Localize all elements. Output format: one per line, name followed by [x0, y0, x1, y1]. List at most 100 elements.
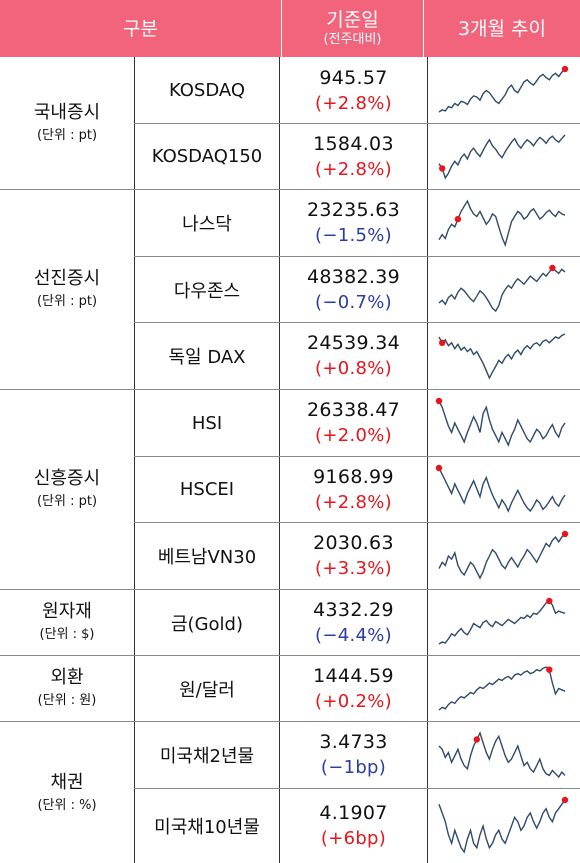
item-name-cell: KOSDAQ150 — [135, 124, 279, 189]
trend-peak-marker — [435, 464, 443, 472]
weekly-change: (−0.7%) — [315, 291, 392, 313]
header-base-date: 기준일 (전주대비) — [282, 0, 423, 57]
column-divider — [134, 57, 135, 863]
header-base-date-label: 기준일 — [326, 9, 379, 31]
item-name-cell: 원/달러 — [135, 656, 279, 721]
group-divider — [0, 189, 580, 190]
value-cell: 1444.59 (+0.2%) — [280, 656, 427, 721]
weekly-change: (+0.8%) — [315, 358, 392, 379]
base-value: 24539.34 — [306, 332, 401, 354]
value-cell: 48382.39 (−0.7%) — [280, 257, 427, 322]
row-divider — [134, 788, 580, 789]
base-value: 1444.59 — [313, 664, 394, 687]
value-cell: 4332.29 (−4.4%) — [280, 590, 427, 655]
value-cell: 23235.63 (−1.5%) — [280, 190, 427, 256]
group-unit: (단위 : pt) — [36, 294, 98, 309]
group-name: 채권 — [50, 771, 84, 793]
header-category-label: 구분 — [123, 17, 158, 40]
row-divider — [134, 456, 580, 457]
row-divider — [134, 256, 580, 257]
group-unit: (단위 : $) — [39, 627, 95, 642]
group-unit: (단위 : pt) — [36, 494, 98, 509]
column-divider — [427, 57, 428, 863]
item-name: 미국채2년물 — [159, 746, 255, 767]
trend-sparkline — [438, 65, 569, 113]
base-value: 3.4733 — [319, 731, 388, 753]
trend-line — [438, 266, 566, 313]
item-name: 원/달러 — [179, 679, 235, 701]
group-domestic: 국내증시 (단위 : pt) — [0, 58, 134, 188]
value-cell: 2030.63 (+3.3%) — [280, 523, 427, 589]
item-name-cell: HSI — [135, 390, 279, 456]
weekly-change: (−4.4%) — [315, 624, 392, 646]
group-bond: 채권 (단위 : %) — [0, 722, 134, 863]
trend-line — [438, 199, 566, 248]
item-name-cell: 다우존스 — [135, 257, 279, 322]
item-name-cell: KOSDAQ — [135, 58, 279, 123]
trend-sparkline — [438, 597, 566, 645]
trend-peak-marker — [454, 215, 462, 223]
trend-line — [438, 799, 566, 854]
trend-line — [438, 600, 566, 645]
row-divider — [134, 322, 580, 323]
trend-line — [438, 134, 566, 180]
trend-sparkline — [438, 134, 566, 180]
trend-line — [438, 666, 566, 711]
group-name: 국내증시 — [33, 102, 101, 123]
group-divider — [0, 389, 580, 390]
item-name: KOSDAQ150 — [151, 146, 263, 167]
trend-sparkline — [438, 731, 566, 779]
trend-sparkline — [438, 530, 569, 580]
trend-line — [438, 731, 566, 779]
trend-peak-marker — [561, 796, 569, 804]
item-name-cell: 나스닥 — [135, 190, 279, 256]
base-value: 1584.03 — [313, 132, 394, 155]
group-commodity: 원자재 (단위 : $) — [0, 590, 134, 654]
item-name: 베트남VN30 — [157, 547, 257, 568]
trend-sparkline — [438, 333, 566, 380]
header-trend: 3개월 추이 — [424, 0, 580, 57]
value-cell: 4.1907 (+6bp) — [280, 789, 427, 863]
item-name-cell: HSCEI — [135, 457, 279, 522]
item-name: HSI — [191, 412, 223, 434]
weekly-change: (+3.3%) — [315, 558, 392, 579]
base-value: 26338.47 — [306, 399, 401, 421]
trend-sparkline — [438, 199, 566, 248]
item-name: 다우존스 — [173, 280, 241, 302]
item-name-cell: 미국채2년물 — [135, 722, 279, 788]
weekly-change: (−1bp) — [320, 757, 387, 778]
item-name: HSCEI — [179, 479, 235, 500]
trend-sparkline — [435, 397, 566, 447]
trend-peak-marker — [473, 736, 480, 743]
trend-peak-marker — [561, 65, 569, 73]
group-name: 선진증시 — [33, 268, 101, 289]
group-fx: 외환 (단위 : 원) — [0, 656, 134, 720]
trend-sparkline — [435, 464, 566, 513]
base-value: 2030.63 — [313, 532, 394, 554]
trend-peak-marker — [561, 530, 569, 538]
item-name: 미국채10년물 — [154, 817, 260, 838]
weekly-change: (−1.5%) — [315, 225, 392, 246]
weekly-change: (+0.2%) — [315, 690, 392, 712]
weekly-change: (+2.0%) — [315, 425, 392, 446]
trend-peak-marker — [439, 165, 446, 172]
value-cell: 9168.99 (+2.8%) — [280, 457, 427, 522]
weekly-change: (+6bp) — [320, 828, 387, 849]
trend-peak-marker — [549, 264, 556, 272]
trend-peak-marker — [439, 339, 446, 346]
header-base-date-sub: (전주대비) — [323, 32, 382, 47]
item-name-cell: 베트남VN30 — [135, 523, 279, 589]
item-name-cell: 미국채10년물 — [135, 789, 279, 863]
base-value: 4.1907 — [319, 802, 388, 824]
group-emerging: 신흥증시 (단위 : pt) — [0, 390, 134, 588]
value-cell: 3.4733 (−1bp) — [280, 722, 427, 788]
group-name: 원자재 — [42, 601, 92, 622]
group-unit: (단위 : pt) — [36, 128, 98, 143]
group-divider — [0, 589, 580, 590]
trend-peak-marker — [435, 397, 443, 405]
group-developed: 선진증시 (단위 : pt) — [0, 190, 134, 388]
value-cell: 24539.34 (+0.8%) — [280, 323, 427, 389]
trend-peak-marker — [546, 597, 553, 605]
item-name: 나스닥 — [182, 214, 232, 235]
weekly-change: (+2.8%) — [315, 158, 392, 180]
